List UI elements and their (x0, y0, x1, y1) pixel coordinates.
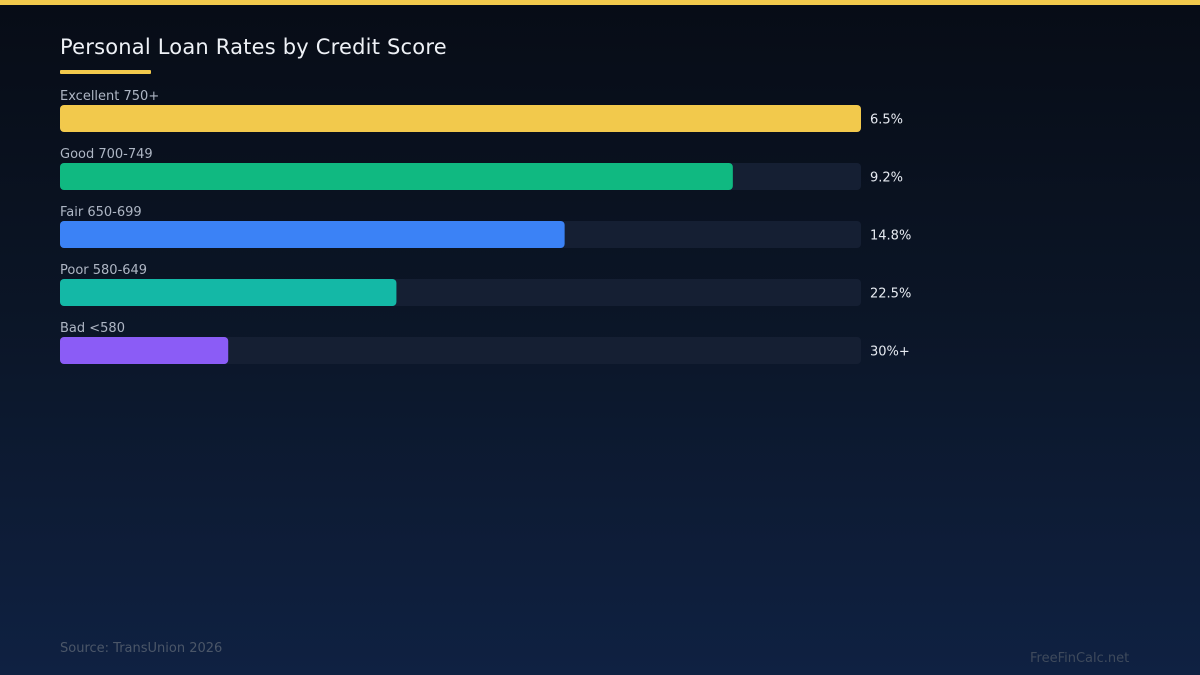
value-label: 30%+ (870, 345, 910, 360)
source-note: Source: TransUnion 2026 (60, 641, 223, 656)
category-label: Fair 650-699 (60, 205, 142, 220)
brand-watermark: FreeFinCalc.net (1030, 651, 1130, 666)
bar-track (60, 337, 861, 364)
value-label: 14.8% (870, 229, 911, 244)
bar (60, 163, 733, 190)
bar (60, 337, 229, 364)
title-underline (60, 70, 151, 74)
top-accent-bar (0, 0, 1200, 5)
category-label: Bad <580 (60, 321, 125, 336)
chart-title: Personal Loan Rates by Credit Score (60, 35, 447, 59)
bar (60, 279, 397, 306)
bar (60, 221, 565, 248)
category-label: Poor 580-649 (60, 263, 147, 278)
bar (60, 105, 861, 132)
category-label: Excellent 750+ (60, 89, 159, 104)
value-label: 22.5% (870, 287, 911, 302)
category-label: Good 700-749 (60, 147, 153, 162)
value-label: 6.5% (870, 113, 903, 128)
value-label: 9.2% (870, 171, 903, 186)
